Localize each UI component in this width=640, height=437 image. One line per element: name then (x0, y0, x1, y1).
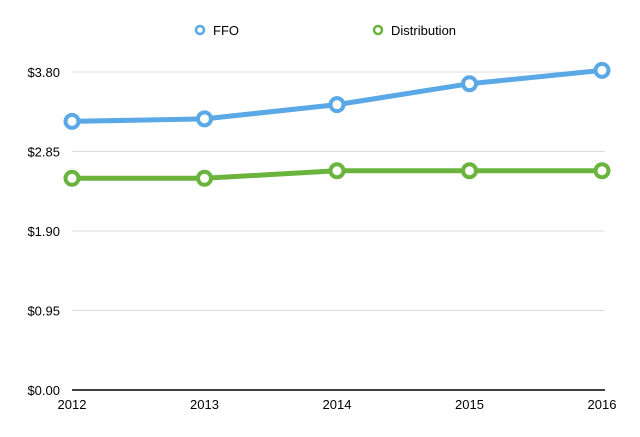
y-tick-label: $0.95 (27, 304, 60, 319)
series-lines (63, 61, 611, 187)
legend-marker-distribution (372, 24, 384, 36)
y-tick-label: $3.80 (27, 65, 60, 80)
data-point-ffo (461, 75, 478, 93)
x-tick-label: 2015 (455, 397, 484, 412)
data-point-distribution (461, 162, 478, 180)
data-point-ffo (593, 61, 611, 79)
x-axis-ticks: 2012 2013 2014 2015 2016 (58, 397, 617, 412)
data-point-ffo (63, 112, 81, 130)
legend-marker-ffo (194, 24, 206, 36)
y-tick-label: $0.00 (27, 383, 60, 398)
x-tick-label: 2013 (190, 397, 219, 412)
legend-label-ffo: FFO (213, 23, 239, 38)
data-point-distribution (63, 169, 81, 187)
y-tick-label: $1.90 (27, 224, 60, 239)
legend-label-distribution: Distribution (391, 23, 456, 38)
series-line-ffo (69, 67, 605, 124)
data-point-ffo (196, 110, 213, 128)
y-tick-label: $2.85 (27, 145, 60, 160)
data-point-distribution (593, 162, 611, 180)
data-point-distribution (196, 169, 213, 187)
gridlines (72, 71, 605, 311)
data-point-ffo (328, 96, 346, 114)
x-tick-label: 2014 (323, 397, 352, 412)
x-tick-label: 2016 (588, 397, 617, 412)
y-axis-ticks: $0.00 $0.95 $1.90 $2.85 $3.80 (27, 65, 60, 398)
x-tick-label: 2012 (58, 397, 87, 412)
data-point-distribution (328, 162, 346, 180)
legend: FFO Distribution (194, 23, 456, 38)
